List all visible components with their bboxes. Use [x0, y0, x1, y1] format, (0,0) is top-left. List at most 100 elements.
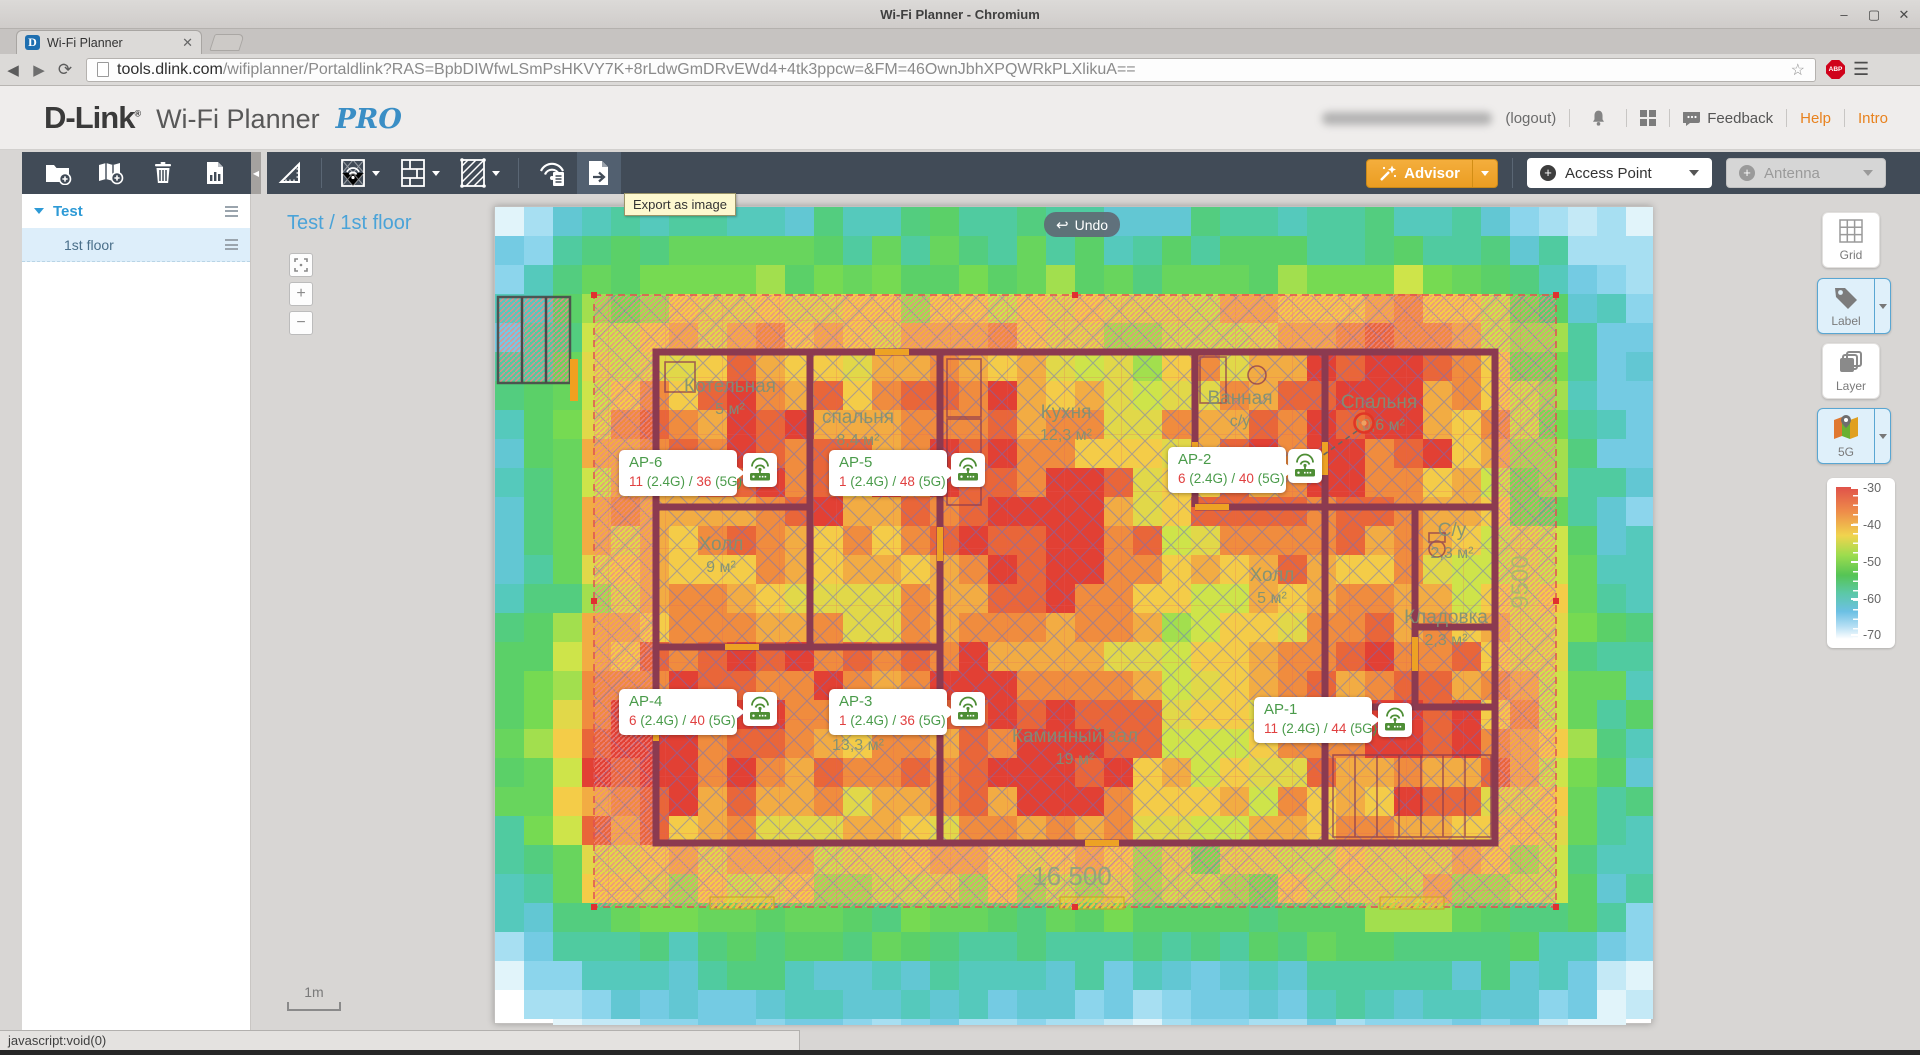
- wall-tool-button[interactable]: [390, 152, 450, 194]
- floorplan-canvas[interactable]: Котельная 5 м² спальня 8,4 м² Кухня 12,3 м² Ва…: [494, 206, 1653, 1025]
- add-antenna-dropdown-disabled: + Antenna: [1726, 158, 1886, 188]
- room-label: Ванная с/у: [1207, 388, 1272, 430]
- intro-link[interactable]: Intro: [1857, 109, 1888, 127]
- browser-menu-icon[interactable]: ☰: [1853, 59, 1870, 79]
- magic-wand-icon: [1380, 165, 1397, 181]
- delete-trash-icon[interactable]: [148, 158, 178, 188]
- stairs: [1332, 754, 1492, 838]
- advisor-dropdown[interactable]: [1472, 159, 1497, 187]
- ap-label[interactable]: AP-6 11 (2.4G) / 36 (5G): [619, 450, 745, 496]
- back-icon[interactable]: ◀: [7, 61, 19, 79]
- url-field[interactable]: tools.dlink.com/wifiplanner/Portaldlink?…: [86, 57, 1816, 82]
- browser-tab[interactable]: D Wi-Fi Planner ✕: [16, 30, 202, 54]
- ap-channels: 1 (2.4G) / 48 (5G): [839, 474, 946, 489]
- tab-close-icon[interactable]: ✕: [182, 34, 193, 50]
- signal-legend: -30 -40 -50 -60 -70: [1827, 478, 1895, 648]
- 5g-heatmap-toggle-button[interactable]: 5G: [1817, 408, 1891, 464]
- ap-placement-marker[interactable]: [1314, 412, 1375, 462]
- zoom-in-button[interactable]: +: [289, 282, 313, 306]
- plus-circle-icon: +: [1540, 165, 1556, 181]
- chevron-down-icon: [1863, 170, 1873, 176]
- legend-tick: -30: [1851, 481, 1893, 495]
- add-access-point-dropdown[interactable]: + Access Point: [1527, 158, 1712, 188]
- access-point-icon[interactable]: [1288, 449, 1322, 483]
- adblock-icon[interactable]: ABP: [1826, 60, 1845, 79]
- report-icon[interactable]: [200, 158, 230, 188]
- tree-item-floor-selected[interactable]: 1st floor: [22, 228, 250, 262]
- dimension-height: 9500: [1507, 555, 1534, 608]
- reload-icon[interactable]: ⟳: [57, 59, 73, 79]
- new-project-icon[interactable]: [43, 158, 73, 188]
- status-bubble: javascript:void(0): [0, 1030, 800, 1050]
- maximize-button[interactable]: ▢: [1867, 6, 1881, 22]
- floor-menu-icon[interactable]: [225, 239, 238, 250]
- app-header: D-Link® Wi-Fi Planner PRO (logout) Feedb…: [0, 86, 1920, 150]
- legend-tick: -50: [1851, 555, 1893, 569]
- new-floor-icon[interactable]: [95, 158, 125, 188]
- ap-name: AP-4: [629, 693, 663, 710]
- drawing-toolbar: Advisor + Access Point + Antenna: [267, 152, 1920, 194]
- address-bar: ◀ ▶ ⟳ tools.dlink.com/wifiplanner/Portal…: [0, 54, 1920, 145]
- room-label: Каминный зал 19 м²: [1012, 726, 1138, 768]
- plus-circle-icon: +: [1739, 165, 1755, 181]
- access-point-icon[interactable]: [951, 692, 985, 726]
- project-menu-icon[interactable]: [225, 205, 238, 217]
- apps-grid-icon[interactable]: [1640, 110, 1657, 126]
- room-label: Кухня 12,3 м²: [1040, 402, 1093, 444]
- zoom-out-button[interactable]: −: [289, 311, 313, 335]
- workspace: ◀ Test 1st floor: [0, 150, 1920, 1050]
- chevron-down-icon[interactable]: [34, 208, 44, 214]
- notifications-bell-icon[interactable]: [1583, 103, 1613, 133]
- zoom-fit-button[interactable]: [289, 253, 313, 277]
- coverage-zone-tool-button[interactable]: [330, 152, 390, 194]
- ap-label[interactable]: AP-2 6 (2.4G) / 40 (5G): [1168, 447, 1294, 493]
- heatmap-5g-icon: [1834, 414, 1858, 439]
- ap-name: AP-1: [1264, 701, 1298, 718]
- close-button[interactable]: ✕: [1898, 6, 1910, 22]
- chevron-down-icon: [372, 170, 380, 176]
- tree-item-project[interactable]: Test: [22, 194, 250, 228]
- label-dropdown[interactable]: [1874, 279, 1890, 333]
- set-square-icon: [278, 161, 300, 183]
- forward-icon[interactable]: ▶: [33, 61, 45, 79]
- 5g-dropdown[interactable]: [1874, 409, 1890, 463]
- ap-channels: 6 (2.4G) / 40 (5G): [1178, 471, 1285, 486]
- floor-name: 1st floor: [64, 236, 114, 253]
- new-tab-button[interactable]: [209, 34, 245, 51]
- chevron-down-icon: [492, 170, 500, 176]
- logout-link[interactable]: (logout): [1505, 109, 1557, 127]
- ap-label[interactable]: AP-5 1 (2.4G) / 48 (5G): [829, 450, 955, 496]
- ap-name: AP-5: [839, 454, 873, 471]
- ap-channels: 11 (2.4G) / 44 (5G): [1264, 721, 1378, 736]
- ap-label[interactable]: AP-3 1 (2.4G) / 36 (5G): [829, 689, 955, 735]
- layer-button[interactable]: Layer: [1822, 343, 1880, 399]
- tab-strip: D Wi-Fi Planner ✕: [0, 29, 1920, 54]
- grid-toggle-button[interactable]: Grid: [1822, 212, 1880, 268]
- advisor-button[interactable]: Advisor: [1366, 158, 1498, 188]
- window-markers: [709, 896, 1445, 910]
- minimize-button[interactable]: –: [1840, 6, 1848, 22]
- label-toggle-button[interactable]: Label: [1817, 278, 1891, 334]
- wifi-zone-icon: [341, 159, 365, 187]
- access-point-icon[interactable]: [951, 453, 985, 487]
- help-link[interactable]: Help: [1800, 109, 1831, 127]
- selection-handles[interactable]: [591, 292, 1559, 910]
- chevron-down-icon: [1689, 170, 1699, 176]
- legend-tick: -60: [1851, 592, 1893, 606]
- export-image-button[interactable]: [577, 152, 621, 194]
- ap-label[interactable]: AP-4 6 (2.4G) / 40 (5G): [619, 689, 745, 735]
- undo-button[interactable]: ↩ Undo: [1044, 212, 1121, 237]
- measure-tool-button[interactable]: [267, 152, 313, 194]
- access-point-icon[interactable]: [743, 453, 777, 487]
- sidebar-collapse-handle[interactable]: ◀: [251, 152, 261, 194]
- pro-badge: PRO: [335, 104, 402, 135]
- feedback-link[interactable]: Feedback: [1683, 110, 1773, 127]
- ap-label[interactable]: AP-1 11 (2.4G) / 44 (5G): [1254, 697, 1380, 743]
- ap-name: AP-6: [629, 454, 663, 471]
- survey-tool-button[interactable]: [527, 152, 577, 194]
- access-point-icon[interactable]: [743, 692, 777, 726]
- access-point-icon[interactable]: [1378, 703, 1412, 737]
- obstacle-tool-button[interactable]: [450, 152, 510, 194]
- bookmark-star-icon[interactable]: ☆: [1790, 61, 1805, 79]
